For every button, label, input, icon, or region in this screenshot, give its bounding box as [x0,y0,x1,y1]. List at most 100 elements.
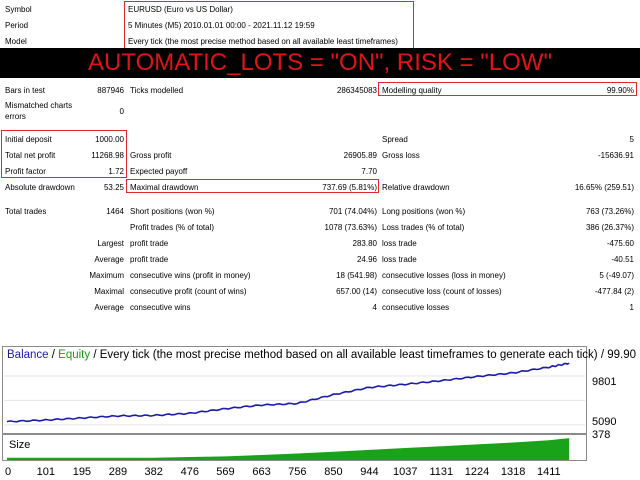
maximal-consecutive-profit-label: consecutive profit (count of wins) [130,287,247,296]
relative-drawdown-label: Relative drawdown [382,183,450,192]
x-tick-label: 1318 [500,466,526,478]
y-tick-label: 5090 [592,416,617,428]
deposit-highlight-box [1,130,127,178]
expected-payoff-label: Expected payoff [130,167,188,176]
x-tick-label: 1037 [392,466,418,478]
average-consecutive-wins-value: 4 [372,303,377,312]
ticks-value: 286345083 [336,86,377,95]
largest-label: Largest [97,239,124,248]
x-tick-label: 756 [288,466,307,478]
maximal-consecutive-loss-label: consecutive loss (count of losses) [382,287,502,296]
symbol-value: EURUSD (Euro vs US Dollar) [128,5,233,14]
loss-trades-value: 386 (26.37%) [585,223,634,232]
average-loss-label: loss trade [382,255,417,264]
average-consecutive-wins-label: consecutive wins [130,303,191,312]
gross-loss-value: -15636.91 [597,151,634,160]
model-value: Every tick (the most precise method base… [128,37,398,46]
spread-label: Spread [382,135,408,144]
gross-profit-value: 26905.89 [343,151,377,160]
maximal-drawdown-label: Maximal drawdown [130,183,199,192]
mismatch-label-line1: Mismatched charts [5,101,73,110]
size-area [7,438,570,460]
chart-title-equity: Equity [58,349,91,361]
x-tick-label: 1131 [429,466,454,478]
x-tick-label: 850 [324,466,343,478]
deposit-label: Initial deposit [5,135,52,144]
long-positions-label: Long positions (won %) [382,207,466,216]
average-label: Average [94,255,124,264]
max-consecutive-losses-label: consecutive losses (loss in money) [382,271,506,280]
profit-factor-label: Profit factor [5,167,46,176]
absolute-drawdown-value: 53.25 [103,183,124,192]
total-trades-label: Total trades [5,207,47,216]
size-pane-label: Size [9,439,31,451]
x-tick-label: 944 [360,466,379,478]
deposit-value: 1000.00 [95,135,124,144]
profit-factor-value: 1.72 [108,167,124,176]
profit-trades-label: Profit trades (% of total) [130,223,215,232]
gross-profit-label: Gross profit [130,151,172,160]
quality-value: 99.90% [606,86,634,95]
average-consecutive-losses-value: 1 [629,303,634,312]
maximal-consecutive-loss-value: -477.84 (2) [594,287,634,296]
model-label: Model [5,37,27,46]
max-consecutive-wins-label: consecutive wins (profit in money) [130,271,251,280]
x-tick-label: 382 [144,466,163,478]
largest-loss-label: loss trade [382,239,417,248]
x-tick-label: 195 [72,466,92,478]
x-tick-label: 101 [36,466,55,478]
bars-value: 887946 [97,86,124,95]
short-positions-value: 701 (74.04%) [328,207,377,216]
absolute-drawdown-label: Absolute drawdown [5,183,75,192]
x-tick-label: 1224 [464,466,490,478]
mismatch-value: 0 [119,107,124,116]
relative-drawdown-value: 16.65% (259.51) [574,183,634,192]
ticks-label: Ticks modelled [130,86,184,95]
max-consecutive-losses-value: 5 (-49.07) [599,271,634,280]
period-label: Period [5,21,29,30]
average-profit-label: profit trade [130,255,169,264]
x-tick-label: 289 [108,466,128,478]
drawdown-highlight-box [126,179,379,193]
period-value: 5 Minutes (M5) 2010.01.01 00:00 - 2021.1… [128,21,315,30]
net-profit-label: Total net profit [5,151,56,160]
average-consecutive-losses-label: consecutive losses [382,303,450,312]
loss-trades-label: Loss trades (% of total) [382,223,465,232]
expected-payoff-value: 7.70 [361,167,377,176]
x-tick-label: 476 [180,466,199,478]
x-tick-label: 569 [216,466,235,478]
maximal-label: Maximal [94,287,124,296]
y-tick-label: 378 [592,429,611,441]
chart-title: Balance / Equity / Every tick (the most … [7,348,636,362]
y-tick-label: 9801 [592,376,617,388]
maximal-consecutive-profit-value: 657.00 (14) [336,287,377,296]
bars-label: Bars in test [5,86,46,95]
quality-highlight-box [378,82,637,96]
maximum-label: Maximum [89,271,124,280]
maximal-drawdown-value: 737.69 (5.81%) [322,183,377,192]
max-consecutive-wins-value: 18 (541.98) [336,271,377,280]
profit-trades-value: 1078 (73.63%) [324,223,377,232]
largest-loss-value: -475.60 [606,239,634,248]
average-consecutive-label: Average [94,303,124,312]
chart-title-balance: Balance [7,349,49,361]
mismatch-label-line2: errors [5,112,26,121]
average-profit-value: 24.96 [356,255,377,264]
average-loss-value: -40.51 [611,255,634,264]
chart-title-description: / Every tick (the most precise method ba… [90,349,637,361]
total-trades-value: 1464 [106,207,124,216]
net-profit-value: 11268.98 [91,151,124,160]
settings-banner: AUTOMATIC_LOTS = "ON", RISK = "LOW" [0,48,640,78]
largest-profit-label: profit trade [130,239,169,248]
long-positions-value: 763 (73.26%) [585,207,634,216]
gross-loss-label: Gross loss [382,151,420,160]
chart-title-separator: / [48,349,59,361]
balance-line [6,362,570,423]
x-tick-label: 663 [252,466,271,478]
x-tick-label: 0 [4,466,12,478]
x-tick-label: 1411 [536,466,561,478]
spread-value: 5 [629,135,634,144]
quality-label: Modelling quality [382,86,442,95]
largest-profit-value: 283.80 [352,239,377,248]
